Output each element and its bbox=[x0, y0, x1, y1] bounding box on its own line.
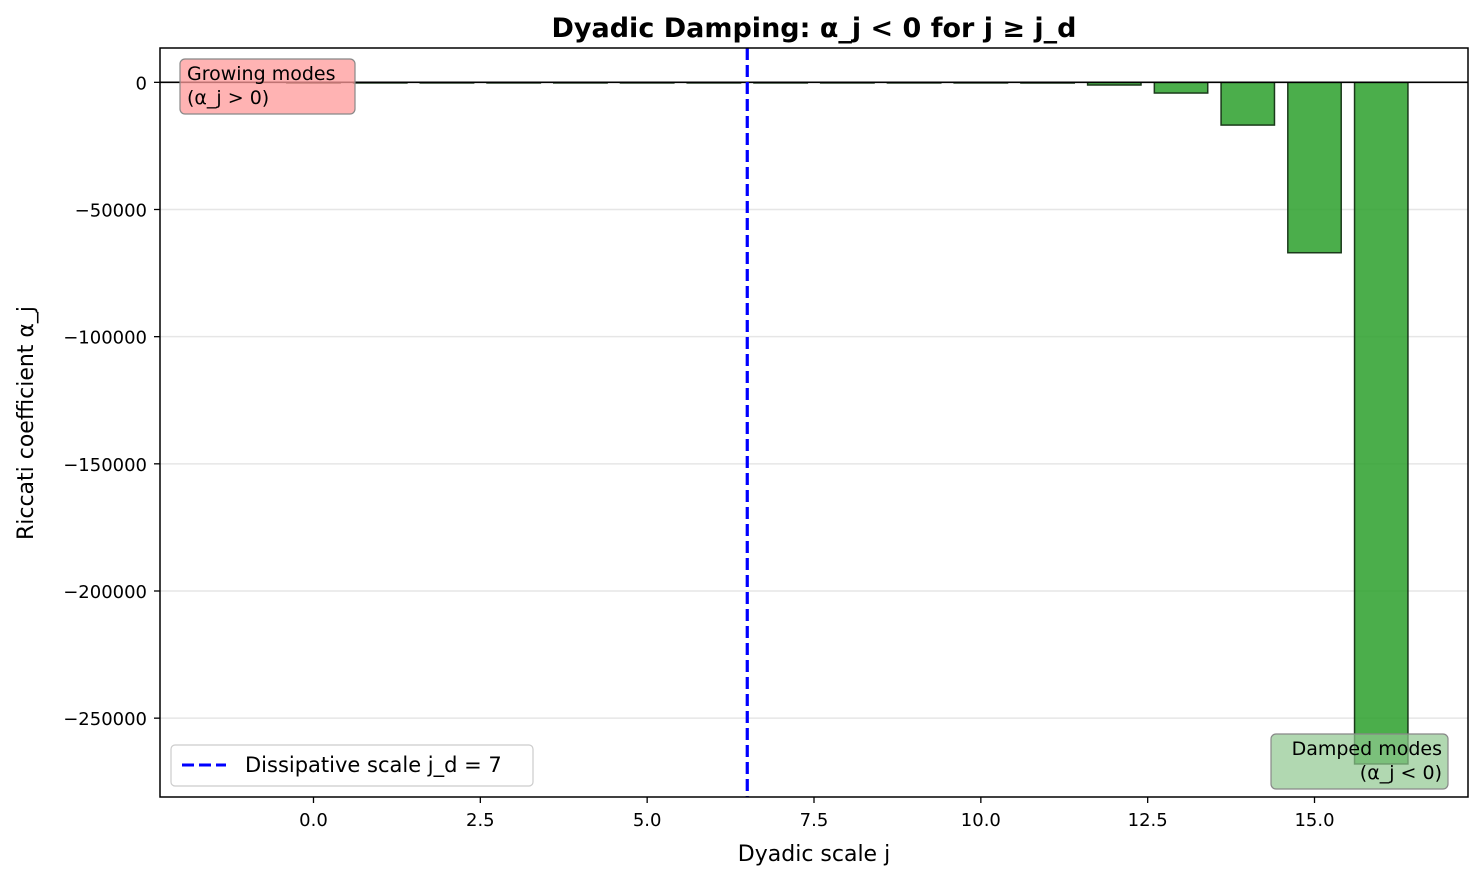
legend-entry-label: Dissipative scale j_d = 7 bbox=[245, 753, 502, 778]
x-axis-label: Dyadic scale j bbox=[738, 842, 890, 867]
x-tick-label-2: 5.0 bbox=[633, 810, 662, 831]
grid bbox=[160, 208, 1468, 719]
y-ticks: 0 −50000 −100000 −150000 −200000 −250000 bbox=[63, 73, 160, 730]
annotation-damped-line-1: Damped modes bbox=[1292, 738, 1442, 760]
bar-j-13 bbox=[1153, 81, 1209, 94]
bar-j-15 bbox=[1287, 81, 1342, 254]
legend: Dissipative scale j_d = 7 bbox=[170, 744, 534, 787]
x-tick-label-4: 10.0 bbox=[961, 810, 1001, 831]
annotation-growing-box bbox=[179, 58, 356, 115]
annotation-damped-modes: Damped modes (α_j < 0) bbox=[1270, 733, 1449, 790]
x-ticks: 0.0 2.5 5.0 7.5 10.0 12.5 15.0 bbox=[299, 797, 1335, 831]
annotation-damped-line-2: (α_j < 0) bbox=[1360, 762, 1442, 784]
y-tick-label-5: −250000 bbox=[63, 709, 147, 730]
bar-j-14 bbox=[1220, 81, 1276, 126]
y-tick-label-3: −150000 bbox=[63, 455, 147, 476]
y-tick-label-2: −100000 bbox=[63, 328, 147, 349]
x-tick-label-5: 12.5 bbox=[1128, 810, 1168, 831]
x-tick-label-1: 2.5 bbox=[466, 810, 495, 831]
annotation-growing-line-1: Growing modes bbox=[187, 63, 335, 85]
annotation-growing-modes: Growing modes (α_j > 0) bbox=[179, 58, 356, 115]
x-tick-label-6: 15.0 bbox=[1294, 810, 1334, 831]
x-tick-label-0: 0.0 bbox=[299, 810, 328, 831]
y-tick-label-1: −50000 bbox=[75, 200, 147, 221]
chart-title: Dyadic Damping: α_j < 0 for j ≥ j_d bbox=[552, 13, 1077, 44]
legend-box bbox=[170, 744, 534, 787]
y-axis-label: Riccati coefficient α_j bbox=[14, 306, 39, 540]
x-tick-label-3: 7.5 bbox=[800, 810, 829, 831]
annotation-growing-line-2: (α_j > 0) bbox=[187, 87, 269, 109]
y-tick-label-4: −200000 bbox=[63, 582, 147, 603]
y-tick-label-0: 0 bbox=[136, 73, 147, 94]
bar-j-16 bbox=[1353, 81, 1409, 765]
annotation-damped-box bbox=[1270, 733, 1449, 790]
